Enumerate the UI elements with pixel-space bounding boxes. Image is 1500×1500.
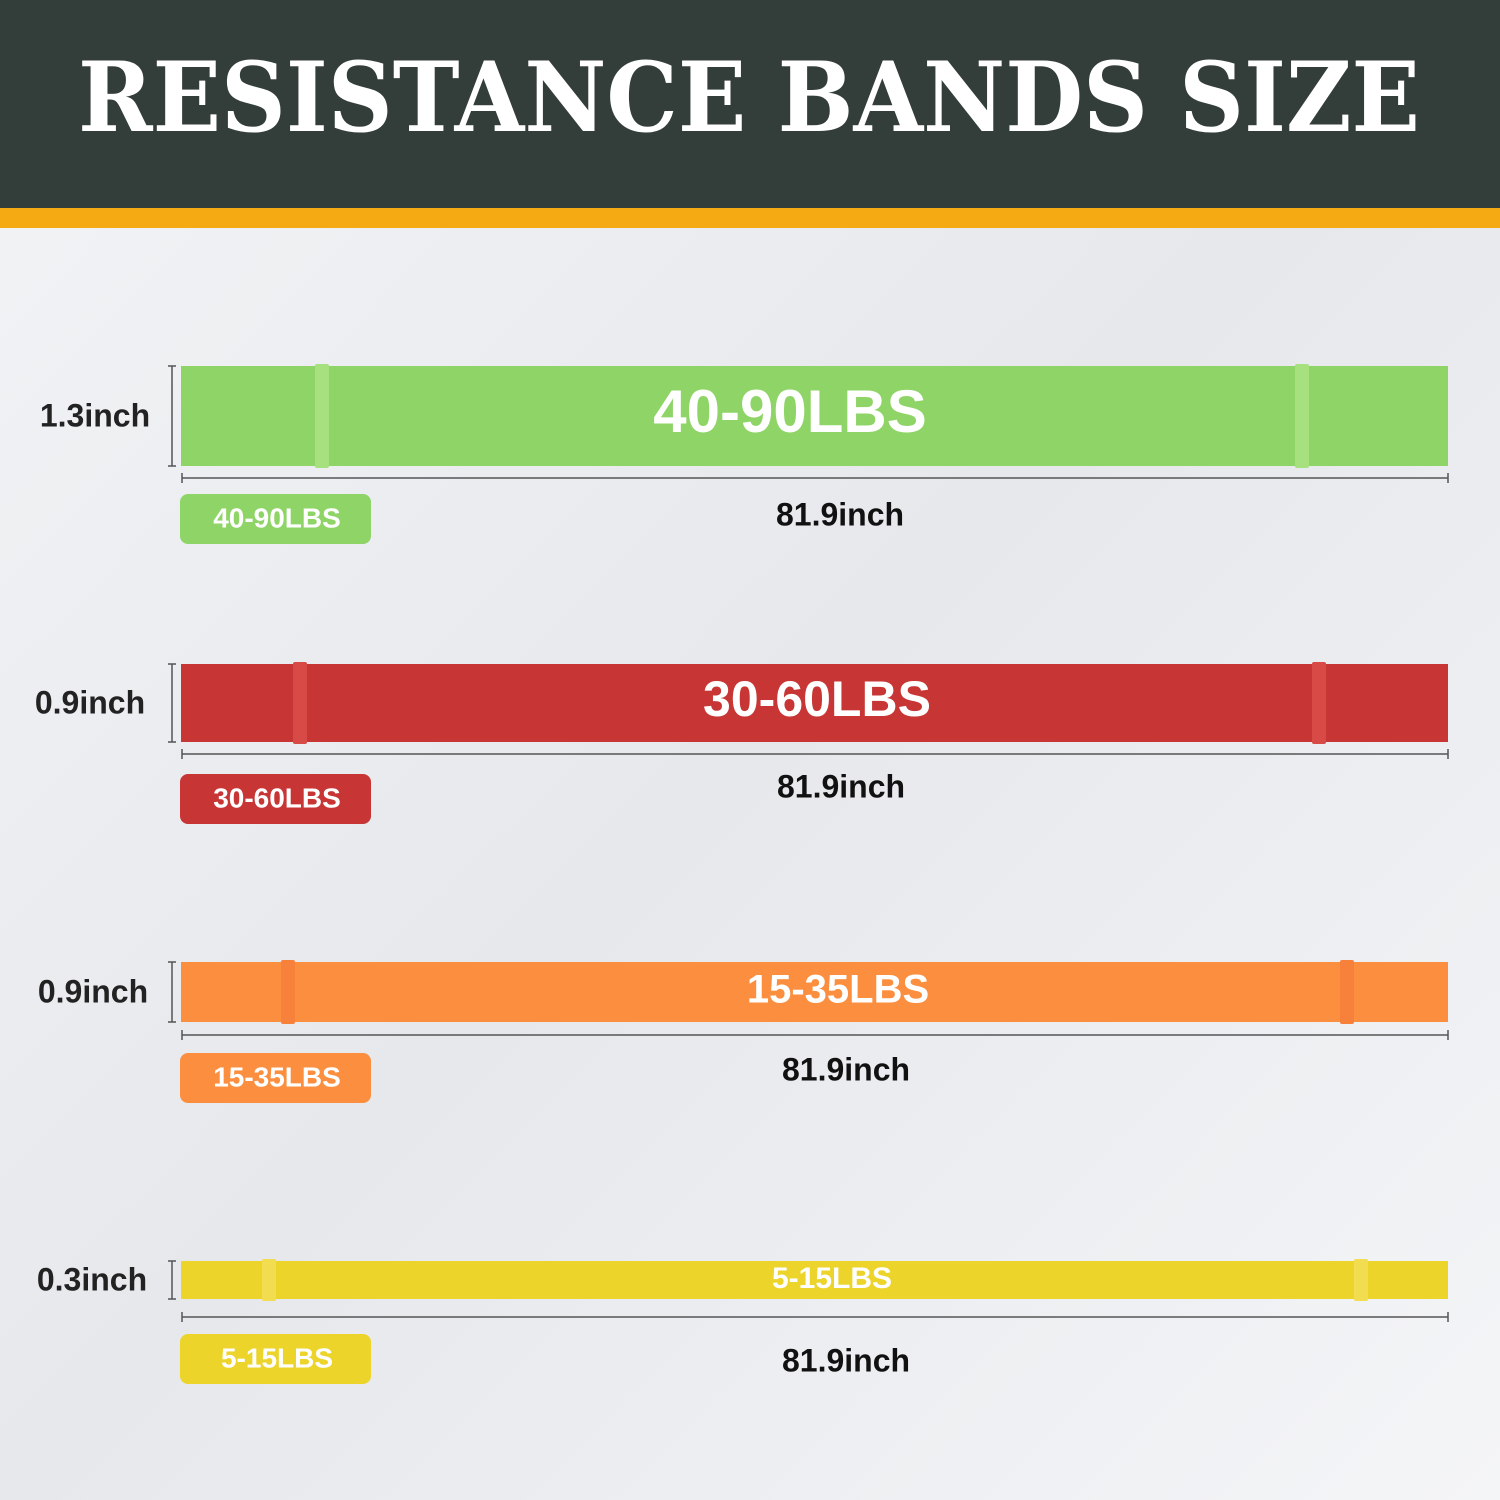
band-clip [293,662,307,744]
length-line [181,1312,1449,1322]
length-label: 81.9inch [776,496,904,532]
band-label: 5-15LBS [772,1262,892,1295]
length-label: 81.9inch [782,1342,910,1378]
band [181,366,1448,466]
band-clip [281,960,295,1024]
weight-tag-text: 5-15LBS [221,1342,333,1373]
header-stripe [0,208,1500,228]
weight-tag [180,494,371,544]
band [181,664,1448,742]
width-bracket [168,365,176,467]
band [181,1261,1448,1299]
length-line [181,749,1449,759]
width-label: 0.3inch [37,1261,147,1297]
band-label: 15-35LBS [747,968,929,1012]
length-line [181,1030,1449,1040]
band-label: 40-90LBS [653,378,926,445]
length-label: 81.9inch [777,768,905,804]
width-bracket [168,663,176,743]
width-label: 0.9inch [38,973,148,1009]
length-label: 81.9inch [782,1051,910,1087]
weight-tag [180,774,371,824]
header [0,0,1500,212]
width-label: 0.9inch [35,684,145,720]
band-clip [1340,960,1354,1024]
band-clip [262,1259,276,1301]
band [181,962,1448,1022]
weight-tag [180,1334,371,1384]
weight-tag-text: 15-35LBS [213,1061,341,1092]
length-line [181,473,1449,483]
weight-tag-text: 30-60LBS [213,782,341,813]
weight-tag-text: 40-90LBS [213,502,341,533]
weight-tag [180,1053,371,1103]
band-label: 30-60LBS [703,671,931,727]
band-clip [1295,364,1309,468]
width-bracket [168,961,176,1023]
title: RESISTANCE BANDS SIZE [78,41,1420,154]
band-clip [1354,1259,1368,1301]
width-label: 1.3inch [40,397,150,433]
band-clip [1312,662,1326,744]
width-bracket [168,1260,176,1300]
band-clip [315,364,329,468]
